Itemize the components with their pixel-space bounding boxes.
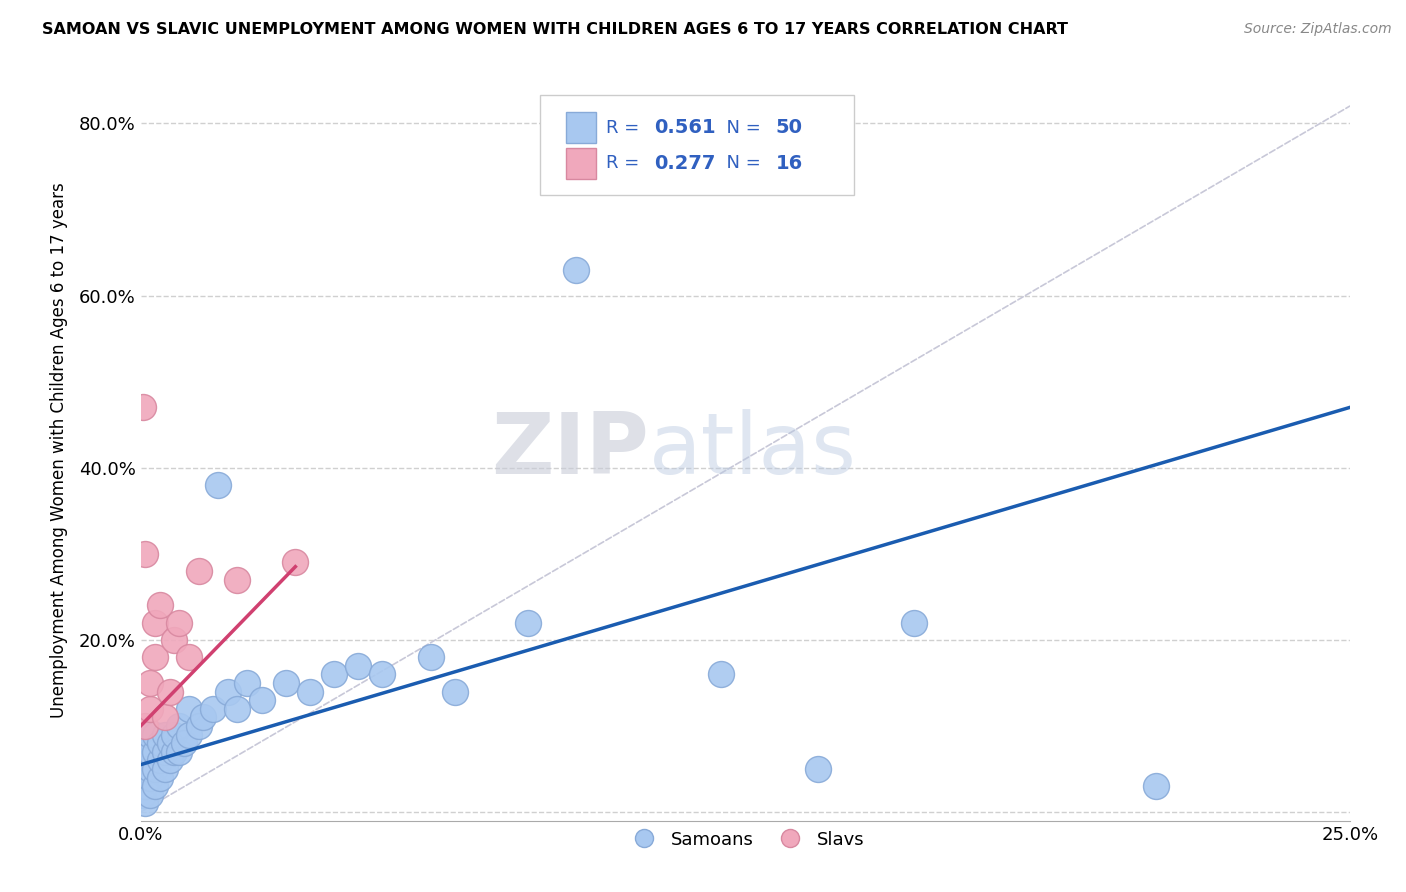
Point bbox=[143, 762, 166, 776]
Point bbox=[274, 676, 297, 690]
Point bbox=[347, 658, 370, 673]
Point bbox=[710, 667, 733, 681]
Point bbox=[226, 702, 249, 716]
Point bbox=[193, 710, 215, 724]
Text: Source: ZipAtlas.com: Source: ZipAtlas.com bbox=[1244, 22, 1392, 37]
Point bbox=[1144, 779, 1167, 793]
Point bbox=[149, 736, 172, 750]
Point bbox=[139, 727, 162, 741]
Point bbox=[153, 762, 176, 776]
Point bbox=[187, 564, 209, 578]
Point bbox=[143, 779, 166, 793]
Point bbox=[163, 632, 186, 647]
Point bbox=[139, 771, 162, 785]
Point bbox=[149, 771, 172, 785]
Point bbox=[807, 762, 830, 776]
Point bbox=[177, 702, 200, 716]
Text: N =: N = bbox=[716, 119, 766, 136]
Point bbox=[226, 573, 249, 587]
Point bbox=[250, 693, 273, 707]
Point bbox=[177, 650, 200, 665]
Point bbox=[159, 753, 181, 767]
Point bbox=[173, 736, 195, 750]
Point bbox=[134, 745, 156, 759]
Point bbox=[159, 736, 181, 750]
Bar bbox=[567, 112, 596, 144]
FancyBboxPatch shape bbox=[540, 95, 853, 195]
Point bbox=[143, 615, 166, 630]
Point bbox=[298, 684, 321, 698]
Point bbox=[143, 727, 166, 741]
Point bbox=[139, 745, 162, 759]
Text: 16: 16 bbox=[776, 153, 803, 173]
Point bbox=[516, 615, 538, 630]
Point bbox=[132, 788, 155, 802]
Point bbox=[217, 684, 239, 698]
Legend: Samoans, Slavs: Samoans, Slavs bbox=[619, 823, 872, 856]
Point bbox=[153, 745, 176, 759]
Point bbox=[139, 788, 162, 802]
Point bbox=[153, 727, 176, 741]
Point bbox=[169, 745, 191, 759]
Text: 0.277: 0.277 bbox=[655, 153, 716, 173]
Point bbox=[143, 650, 166, 665]
Point bbox=[323, 667, 346, 681]
Point bbox=[143, 745, 166, 759]
Point bbox=[149, 599, 172, 613]
Point bbox=[132, 401, 155, 415]
Y-axis label: Unemployment Among Women with Children Ages 6 to 17 years: Unemployment Among Women with Children A… bbox=[49, 183, 67, 718]
Text: R =: R = bbox=[606, 154, 645, 172]
Text: atlas: atlas bbox=[648, 409, 856, 492]
Point bbox=[207, 478, 229, 492]
Point bbox=[177, 727, 200, 741]
Point bbox=[139, 762, 162, 776]
Point bbox=[202, 702, 225, 716]
Point bbox=[163, 727, 186, 741]
Text: 50: 50 bbox=[776, 118, 803, 137]
Point bbox=[134, 797, 156, 811]
Point bbox=[419, 650, 441, 665]
Text: 0.561: 0.561 bbox=[655, 118, 716, 137]
Point bbox=[149, 753, 172, 767]
Point bbox=[371, 667, 394, 681]
Text: ZIP: ZIP bbox=[491, 409, 648, 492]
Point bbox=[284, 555, 307, 569]
Point bbox=[134, 547, 156, 561]
Point bbox=[169, 615, 191, 630]
Point bbox=[903, 615, 925, 630]
Point bbox=[134, 779, 156, 793]
Bar bbox=[567, 148, 596, 178]
Point bbox=[236, 676, 259, 690]
Text: SAMOAN VS SLAVIC UNEMPLOYMENT AMONG WOMEN WITH CHILDREN AGES 6 TO 17 YEARS CORRE: SAMOAN VS SLAVIC UNEMPLOYMENT AMONG WOME… bbox=[42, 22, 1069, 37]
Point bbox=[565, 262, 588, 277]
Point bbox=[187, 719, 209, 733]
Point bbox=[153, 710, 176, 724]
Point bbox=[444, 684, 467, 698]
Point bbox=[159, 684, 181, 698]
Point bbox=[139, 676, 162, 690]
Text: R =: R = bbox=[606, 119, 645, 136]
Point bbox=[169, 719, 191, 733]
Point bbox=[134, 719, 156, 733]
Text: N =: N = bbox=[716, 154, 766, 172]
Point bbox=[139, 702, 162, 716]
Point bbox=[134, 762, 156, 776]
Point bbox=[163, 745, 186, 759]
